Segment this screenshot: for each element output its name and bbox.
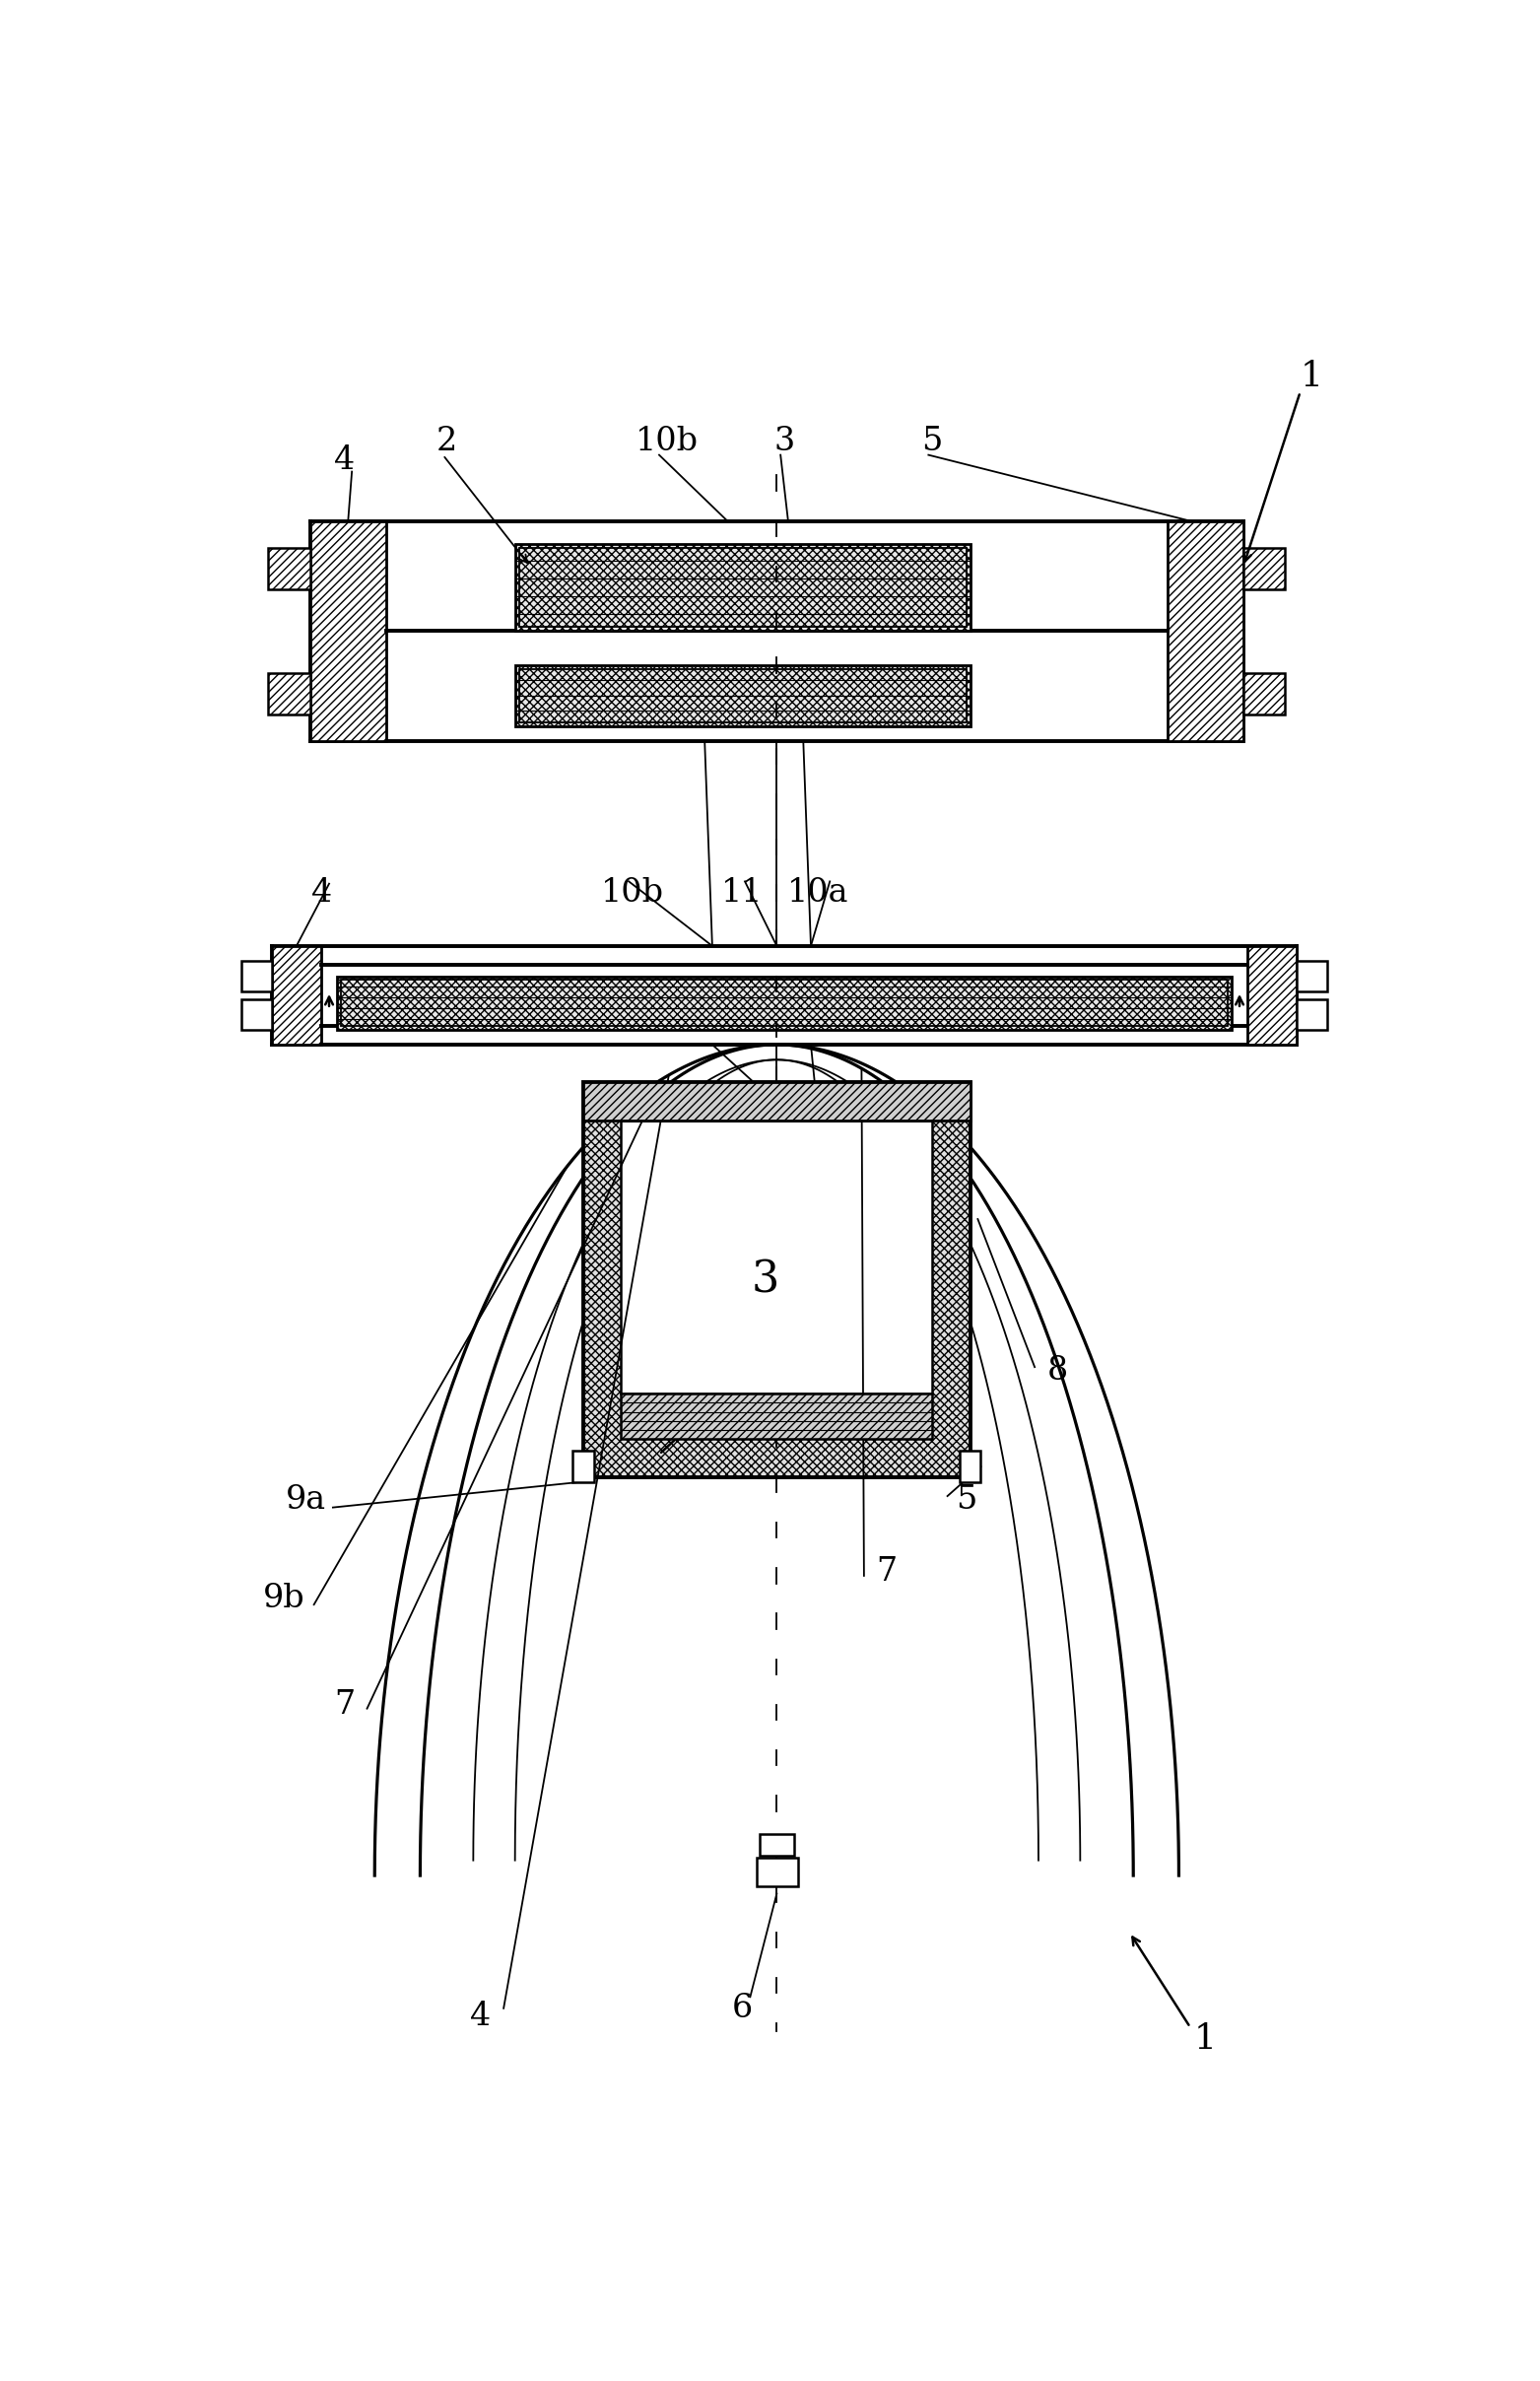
Text: 7: 7 <box>876 1557 898 1588</box>
Bar <box>519 669 967 721</box>
Bar <box>1243 674 1284 714</box>
Bar <box>573 1450 594 1483</box>
Bar <box>959 1450 981 1483</box>
Bar <box>584 1083 970 1476</box>
Bar <box>268 548 310 588</box>
Bar <box>621 1393 932 1438</box>
Bar <box>1297 962 1327 990</box>
Text: 8: 8 <box>1047 1355 1067 1386</box>
Bar <box>584 1083 970 1121</box>
Bar <box>242 962 273 990</box>
Bar <box>1247 945 1297 1045</box>
Text: 9b: 9b <box>263 1583 305 1614</box>
Bar <box>756 1857 798 1886</box>
Bar <box>1243 548 1284 588</box>
Bar <box>514 664 970 726</box>
Bar <box>621 1121 932 1393</box>
Text: 3: 3 <box>752 1260 779 1300</box>
Text: 9a: 9a <box>286 1483 326 1517</box>
Text: 5: 5 <box>922 426 942 457</box>
Text: 7: 7 <box>334 1688 354 1721</box>
Text: 5: 5 <box>956 1483 976 1517</box>
Text: 10a: 10a <box>787 876 849 910</box>
Bar <box>1297 1000 1327 1029</box>
Text: 1: 1 <box>1300 360 1323 393</box>
Bar <box>268 674 310 714</box>
Text: 4: 4 <box>334 445 354 476</box>
Text: 10b: 10b <box>601 876 664 910</box>
Text: 3: 3 <box>773 426 795 457</box>
Bar <box>273 945 322 1045</box>
Bar <box>337 976 1232 1029</box>
Bar <box>761 1833 795 1855</box>
Text: 11: 11 <box>722 876 764 910</box>
Bar <box>242 1000 273 1029</box>
Bar <box>340 981 1227 1026</box>
Text: 4: 4 <box>311 876 333 910</box>
Bar <box>514 543 970 631</box>
Text: 6: 6 <box>732 1993 753 2024</box>
Text: 4: 4 <box>470 2000 491 2031</box>
Text: 2: 2 <box>436 426 457 457</box>
Text: 10b: 10b <box>634 426 698 457</box>
Text: 1: 1 <box>1194 2021 1217 2055</box>
Bar <box>1167 521 1243 740</box>
Bar <box>310 521 387 740</box>
Bar <box>519 548 967 626</box>
